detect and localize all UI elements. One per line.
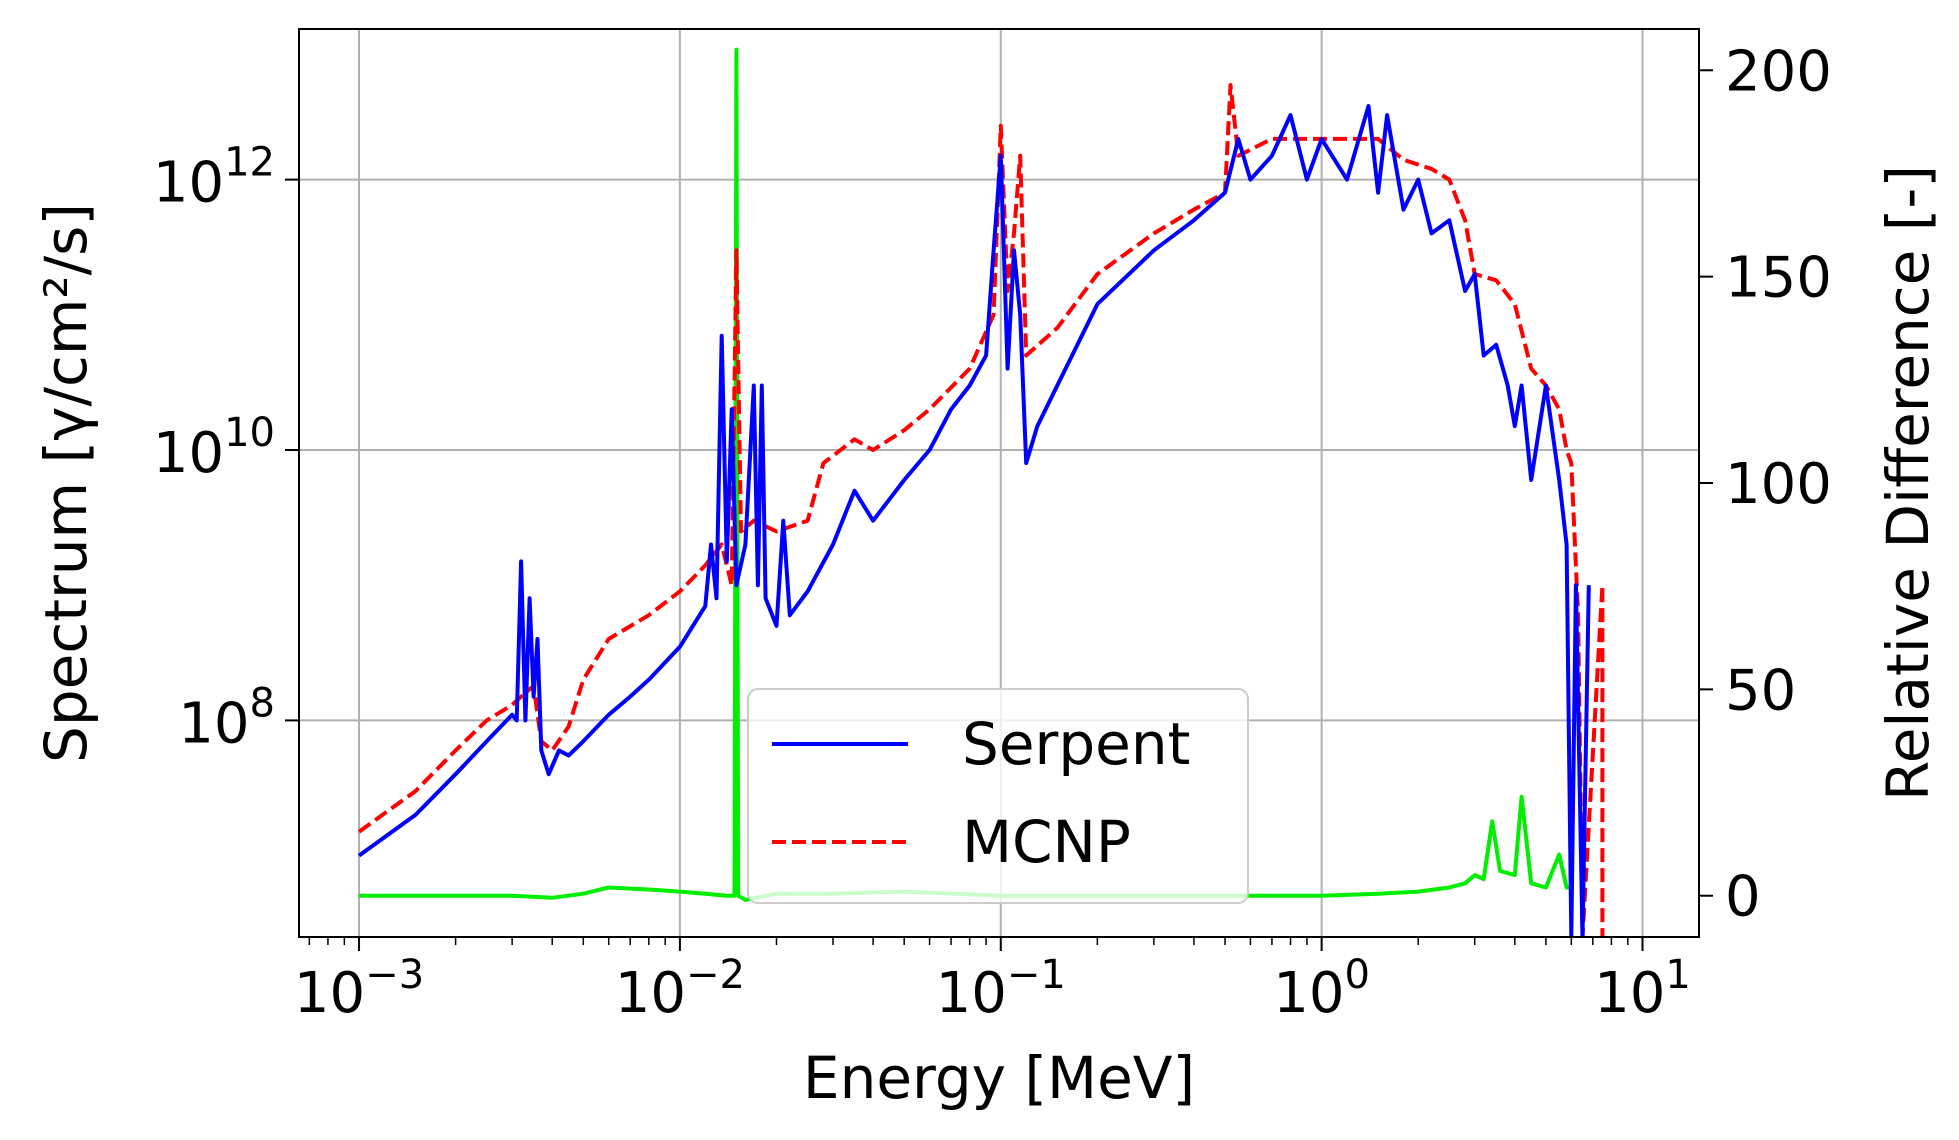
y-right-axis: 0 50 100 150 200 [1699, 39, 1832, 930]
y-right-tick-label: 200 [1725, 39, 1832, 104]
y-right-tick-label: 100 [1725, 452, 1832, 517]
series-line-serpent [357, 104, 1591, 937]
x-tick-label: 100 [1273, 952, 1370, 1026]
x-axis-label: Energy [MeV] [803, 1044, 1195, 1112]
x-axis: 10−3 10−2 10−1 100 101 [294, 937, 1691, 1026]
x-tick-label: 10−2 [615, 952, 745, 1026]
y-right-tick-label: 50 [1725, 658, 1796, 723]
y-left-tick-label: 1010 [153, 410, 275, 486]
y-left-tick-label: 1012 [153, 140, 275, 216]
x-tick-label: 101 [1594, 952, 1691, 1026]
y-right-tick-label: 150 [1725, 246, 1832, 311]
legend-mcnp-label: MCNP [962, 808, 1131, 876]
x-tick-label: 10−1 [936, 952, 1066, 1026]
y-left-axis: 108 1010 1012 [153, 140, 299, 756]
x-tick-label: 10−3 [294, 952, 424, 1026]
legend: Serpent MCNP [747, 688, 1249, 904]
y-left-axis-label: Spectrum [γ/cm²/s] [32, 203, 100, 763]
y-left-tick-label: 108 [178, 680, 275, 756]
legend-serpent-label: Serpent [962, 710, 1190, 778]
y-right-axis-label: Relative Difference [-] [1874, 165, 1942, 801]
y-right-tick-label: 0 [1725, 865, 1761, 930]
